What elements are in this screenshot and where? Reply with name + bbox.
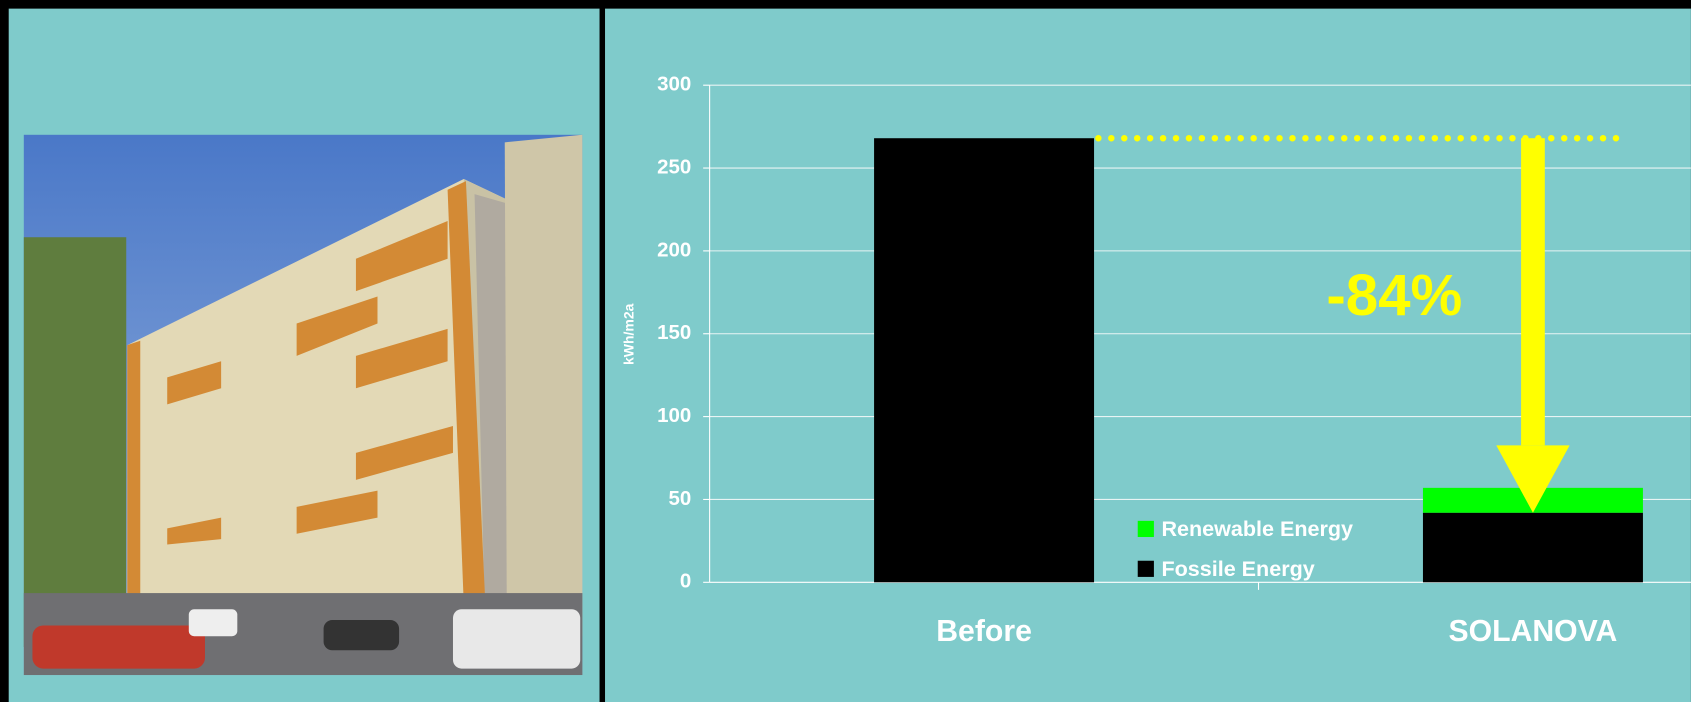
x-tick-label: SOLANOVA — [1449, 615, 1618, 648]
arrow-shaft — [1521, 138, 1545, 446]
legend-swatch — [1137, 520, 1154, 538]
y-tick-label: 100 — [657, 404, 691, 427]
legend-label: Renewable Energy — [1161, 516, 1353, 541]
y-axis-label: kWh/m2a — [621, 303, 637, 365]
plot: 0 50 100 150 200 250 300 Before SOLANOVA -84% Rene… — [657, 73, 1691, 648]
y-tick-label: 150 — [657, 321, 691, 344]
y-tick-label: 250 — [657, 155, 691, 178]
y-tick-label: 300 — [657, 73, 691, 96]
legend-swatch — [1137, 560, 1154, 577]
arrow-head — [1496, 445, 1570, 513]
building-photo — [23, 134, 583, 676]
legend-label: Fossile Energy — [1161, 556, 1314, 581]
y-tick-label: 200 — [657, 238, 691, 261]
y-tick-label: 0 — [680, 570, 691, 593]
bar-segment — [1422, 512, 1643, 583]
y-tick-label: 50 — [669, 487, 692, 510]
bar-segment — [874, 138, 1095, 583]
x-tick-label: Before — [936, 615, 1032, 648]
right-panel — [605, 8, 1691, 702]
annotation: -84% — [1326, 263, 1462, 328]
